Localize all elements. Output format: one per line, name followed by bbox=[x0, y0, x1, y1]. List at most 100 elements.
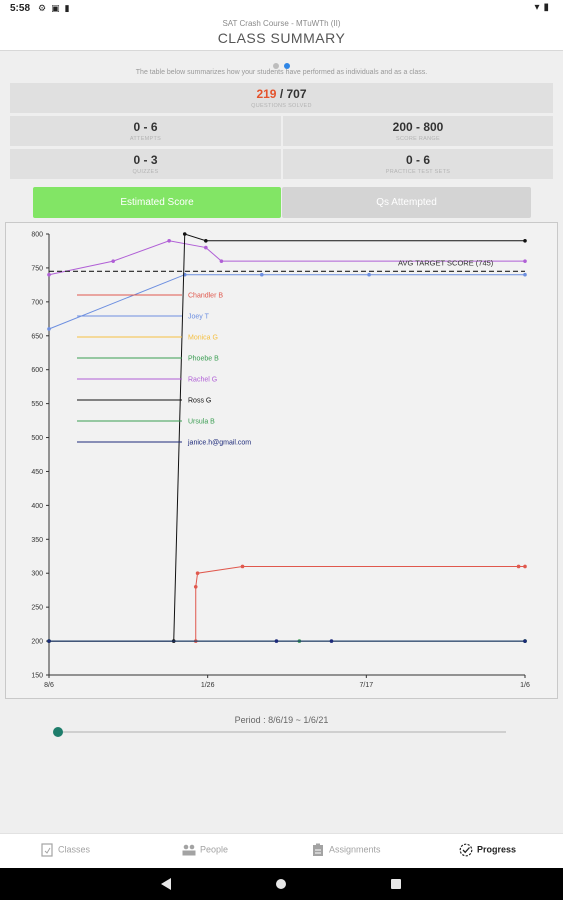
nav-assignments-label: Assignments bbox=[329, 844, 381, 855]
back-icon[interactable] bbox=[161, 878, 171, 890]
series-line bbox=[48, 240, 525, 276]
classes-icon bbox=[40, 843, 53, 857]
data-point bbox=[523, 564, 527, 569]
score-range-label: SCORE RANGE bbox=[396, 136, 440, 142]
page-header: SAT Crash Course - MTuWTh (II) CLASS SUM… bbox=[0, 18, 563, 50]
period-slider-track[interactable] bbox=[58, 731, 506, 733]
data-point bbox=[111, 259, 116, 263]
x-tick-label: 1/26 bbox=[201, 682, 215, 689]
page-indicator bbox=[273, 56, 295, 74]
data-point bbox=[523, 639, 527, 643]
y-tick-label: 200 bbox=[31, 639, 43, 646]
nav-classes-label: Classes bbox=[58, 844, 91, 855]
y-tick-label: 550 bbox=[31, 401, 43, 408]
page-dot-2[interactable] bbox=[284, 63, 290, 69]
data-point bbox=[516, 564, 521, 569]
y-tick-label: 450 bbox=[31, 469, 43, 476]
nav-classes[interactable]: Classes bbox=[40, 843, 90, 857]
tests-card: 0 - 6 PRACTICE TEST SETS bbox=[283, 149, 553, 179]
y-tick-label: 150 bbox=[31, 673, 43, 680]
data-point bbox=[274, 639, 279, 643]
y-tick-label: 650 bbox=[31, 333, 43, 340]
summary-description: The table below summarizes how your stud… bbox=[135, 69, 428, 76]
wifi-icon: ▾ bbox=[534, 2, 544, 13]
data-point bbox=[193, 585, 198, 589]
data-point bbox=[523, 272, 527, 277]
questions-separator: / bbox=[276, 87, 287, 101]
attempts-label: ATTEMPTS bbox=[129, 136, 162, 142]
legend-label: Ross G bbox=[188, 398, 211, 405]
quizzes-value: 0 - 3 bbox=[133, 153, 158, 167]
y-tick-label: 600 bbox=[31, 367, 43, 374]
data-point bbox=[167, 238, 171, 243]
period-slider-thumb[interactable] bbox=[53, 727, 63, 737]
legend-label: Phoebe B bbox=[188, 356, 219, 363]
x-tick-label: 8/6 bbox=[44, 682, 54, 689]
data-point bbox=[204, 238, 208, 243]
bottom-nav: Classes People Assignments Progress bbox=[0, 833, 563, 868]
assignments-icon bbox=[311, 843, 323, 857]
data-point bbox=[367, 272, 371, 277]
period-label: Period : 8/6/19 ~ 1/6/21 bbox=[234, 715, 329, 725]
battery-saver-icon: ▮ bbox=[64, 3, 75, 13]
page-dot-1[interactable] bbox=[273, 63, 279, 69]
recents-icon[interactable] bbox=[391, 879, 401, 889]
series-line bbox=[195, 565, 525, 642]
y-tick-label: 400 bbox=[31, 503, 43, 510]
score-chart-svg: 150 200 250 300 350 400 450 500 550 600 650 700 750 8… bbox=[31, 232, 530, 690]
legend-label: Chandler B bbox=[188, 293, 223, 300]
quizzes-card: 0 - 3 QUIZZES bbox=[10, 149, 281, 179]
legend-label: Monica G bbox=[188, 335, 218, 342]
battery-icon: ▮ bbox=[543, 2, 553, 13]
nav-people-label: People bbox=[200, 844, 229, 855]
legend-label: Rachel G bbox=[188, 377, 217, 384]
legend-label: janice.h@gmail.com bbox=[187, 440, 251, 447]
progress-icon bbox=[459, 843, 473, 857]
quizzes-label: QUIZZES bbox=[132, 169, 159, 175]
data-point bbox=[204, 245, 208, 250]
x-tick-label: 1/6 bbox=[520, 682, 530, 689]
data-point bbox=[47, 272, 51, 277]
y-tick-label: 350 bbox=[31, 537, 43, 544]
legend-label: Ursula B bbox=[188, 419, 215, 426]
y-tick-label: 750 bbox=[31, 265, 43, 272]
attempts-card: 0 - 6 ATTEMPTS bbox=[10, 116, 281, 146]
tests-value: 0 - 6 bbox=[405, 153, 430, 167]
header-divider bbox=[0, 50, 563, 51]
qs-attempted-tab[interactable]: Qs Attempted bbox=[282, 187, 531, 218]
y-tick-label: 300 bbox=[31, 571, 43, 578]
target-line-label: AVG TARGET SCORE (745) bbox=[398, 258, 494, 267]
series-line bbox=[48, 274, 525, 330]
y-tick-label: 700 bbox=[31, 299, 43, 306]
nav-assignments[interactable]: Assignments bbox=[311, 843, 381, 857]
questions-solved-card: 219 / 707 QUESTIONS SOLVED bbox=[10, 83, 553, 113]
home-icon[interactable] bbox=[276, 879, 286, 889]
nav-progress-label: Progress bbox=[477, 844, 517, 855]
page-title: CLASS SUMMARY bbox=[217, 30, 346, 46]
questions-label: QUESTIONS SOLVED bbox=[251, 103, 312, 109]
data-point bbox=[259, 272, 264, 277]
people-icon bbox=[182, 843, 196, 857]
data-point bbox=[523, 259, 527, 263]
score-range-value: 200 - 800 bbox=[392, 120, 444, 134]
data-point bbox=[47, 639, 51, 643]
nav-people[interactable]: People bbox=[182, 843, 228, 857]
course-name: SAT Crash Course - MTuWTh (II) bbox=[222, 19, 341, 28]
y-tick-label: 250 bbox=[31, 605, 43, 612]
square-icon: ▣ bbox=[51, 3, 65, 13]
attempts-value: 0 - 6 bbox=[133, 120, 158, 134]
x-tick-label: 7/17 bbox=[360, 682, 374, 689]
score-range-card: 200 - 800 SCORE RANGE bbox=[283, 116, 553, 146]
y-tick-label: 500 bbox=[31, 435, 43, 442]
data-point bbox=[219, 259, 224, 263]
status-time: 5:58 bbox=[10, 3, 31, 14]
questions-answered: 219 bbox=[256, 87, 277, 101]
questions-total: 707 bbox=[286, 87, 307, 101]
y-tick-label: 800 bbox=[31, 232, 43, 239]
data-point bbox=[195, 571, 200, 576]
data-point bbox=[329, 639, 334, 643]
score-chart: 150 200 250 300 350 400 450 500 550 600 650 700 750 8… bbox=[5, 222, 558, 699]
nav-progress[interactable]: Progress bbox=[459, 843, 516, 857]
estimated-score-tab[interactable]: Estimated Score bbox=[33, 187, 281, 218]
status-left-icons: ⚙▣▮ bbox=[38, 3, 75, 14]
